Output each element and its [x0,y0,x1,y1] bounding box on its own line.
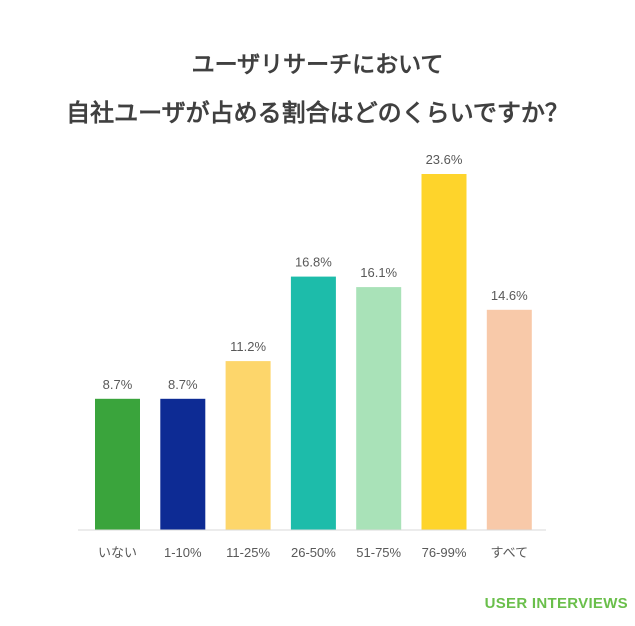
value-label-3: 11.2% [230,339,266,354]
bar-7 [486,309,532,530]
chart-title-line-2: 自社ユーザが占める割合はどのくらいですか？ [66,99,569,127]
category-label-4: 26-50% [291,545,336,560]
category-label-2: 1-10% [164,545,202,560]
value-label-5: 16.1% [360,265,397,280]
value-label-2: 8.7% [168,377,198,392]
bar-4 [290,276,336,530]
category-label-1: いない [98,545,137,560]
brand-logo-text: USER INTERVIEWS [484,595,628,612]
category-label-6: 76-99% [422,545,467,560]
bar-5 [356,287,402,530]
bar-6 [421,174,467,530]
bar-2 [160,398,206,530]
category-label-7: すべて [491,545,529,560]
value-label-7: 14.6% [491,288,528,303]
chart-title: ユーザリサーチにおいて 自社ユーザが占める割合はどのくらいですか？ [0,0,635,140]
value-label-4: 16.8% [295,255,332,270]
bar-3 [225,361,271,530]
category-label-5: 51-75% [356,545,401,560]
bar-1 [95,398,140,530]
category-label-3: 11-25% [226,545,270,560]
value-label-6: 23.6% [426,152,463,167]
category-labels-group: いない 1-10% 11-25% 26-50% 51-75% 76-99% すべて [98,545,528,560]
bars-group [95,174,532,530]
value-label-1: 8.7% [103,377,133,392]
chart-title-line-1: ユーザリサーチにおいて [191,52,444,78]
value-labels-group: 8.7% 8.7% 11.2% 16.8% 16.1% 23.6% 14.6% [103,152,528,392]
